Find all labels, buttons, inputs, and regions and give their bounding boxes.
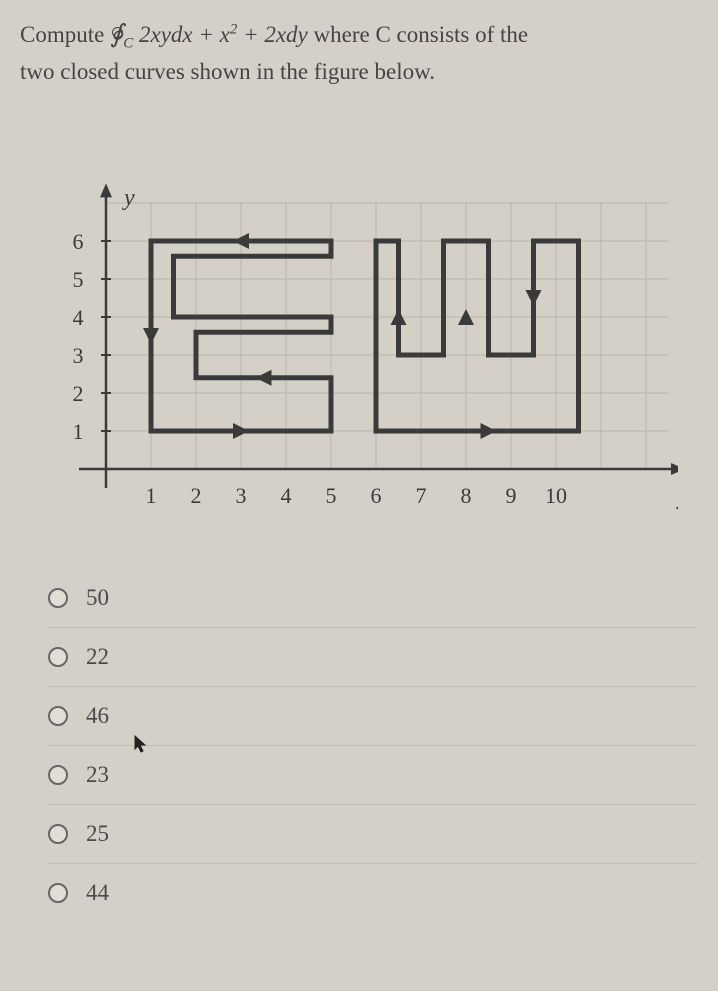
svg-text:2: 2	[191, 483, 202, 508]
svg-text:8: 8	[461, 483, 472, 508]
radio-button[interactable]	[48, 824, 68, 844]
integral-sub: C	[123, 36, 133, 52]
svg-text:9: 9	[506, 483, 517, 508]
q-suf1: where C consists of the	[314, 22, 529, 47]
option-label: 50	[86, 585, 109, 611]
option-label: 46	[86, 703, 109, 729]
answer-option[interactable]: 50	[48, 569, 698, 627]
question-text: Compute ∮C 2xydx + x2 + 2xdy where C con…	[20, 16, 698, 89]
expr1: 2xydx + x	[139, 22, 230, 47]
svg-text:7: 7	[416, 483, 427, 508]
integral-symbol: ∮	[110, 16, 123, 53]
q-prefix: Compute	[20, 22, 110, 47]
option-label: 23	[86, 762, 109, 788]
svg-text:3: 3	[236, 483, 247, 508]
svg-text:2: 2	[73, 381, 84, 406]
svg-text:3: 3	[73, 343, 84, 368]
option-label: 22	[86, 644, 109, 670]
cursor-icon	[134, 735, 148, 758]
expr2: + 2xdy	[237, 22, 307, 47]
svg-text:6: 6	[73, 229, 84, 254]
svg-text:4: 4	[281, 483, 292, 508]
q-suf2: two closed curves shown in the figure be…	[20, 59, 435, 84]
answer-option[interactable]: 44	[48, 863, 698, 922]
svg-text:1: 1	[73, 419, 84, 444]
svg-text:5: 5	[326, 483, 337, 508]
chart-area: y x 1 2 3 4 5 6 1 2 3 4 5 6 7 8 9 10	[28, 169, 678, 539]
chart-svg: y x 1 2 3 4 5 6 1 2 3 4 5 6 7 8 9 10	[28, 169, 678, 539]
answer-option[interactable]: 22	[48, 627, 698, 686]
svg-text:6: 6	[371, 483, 382, 508]
svg-text:1: 1	[146, 483, 157, 508]
svg-text:5: 5	[73, 267, 84, 292]
radio-button[interactable]	[48, 647, 68, 667]
answer-option[interactable]: 25	[48, 804, 698, 863]
radio-button[interactable]	[48, 588, 68, 608]
radio-button[interactable]	[48, 706, 68, 726]
radio-button[interactable]	[48, 883, 68, 903]
option-label: 25	[86, 821, 109, 847]
option-label: 44	[86, 880, 109, 906]
svg-text:x: x	[676, 489, 679, 515]
svg-text:y: y	[122, 185, 135, 211]
svg-text:4: 4	[73, 305, 84, 330]
radio-button[interactable]	[48, 765, 68, 785]
svg-text:10: 10	[545, 483, 567, 508]
